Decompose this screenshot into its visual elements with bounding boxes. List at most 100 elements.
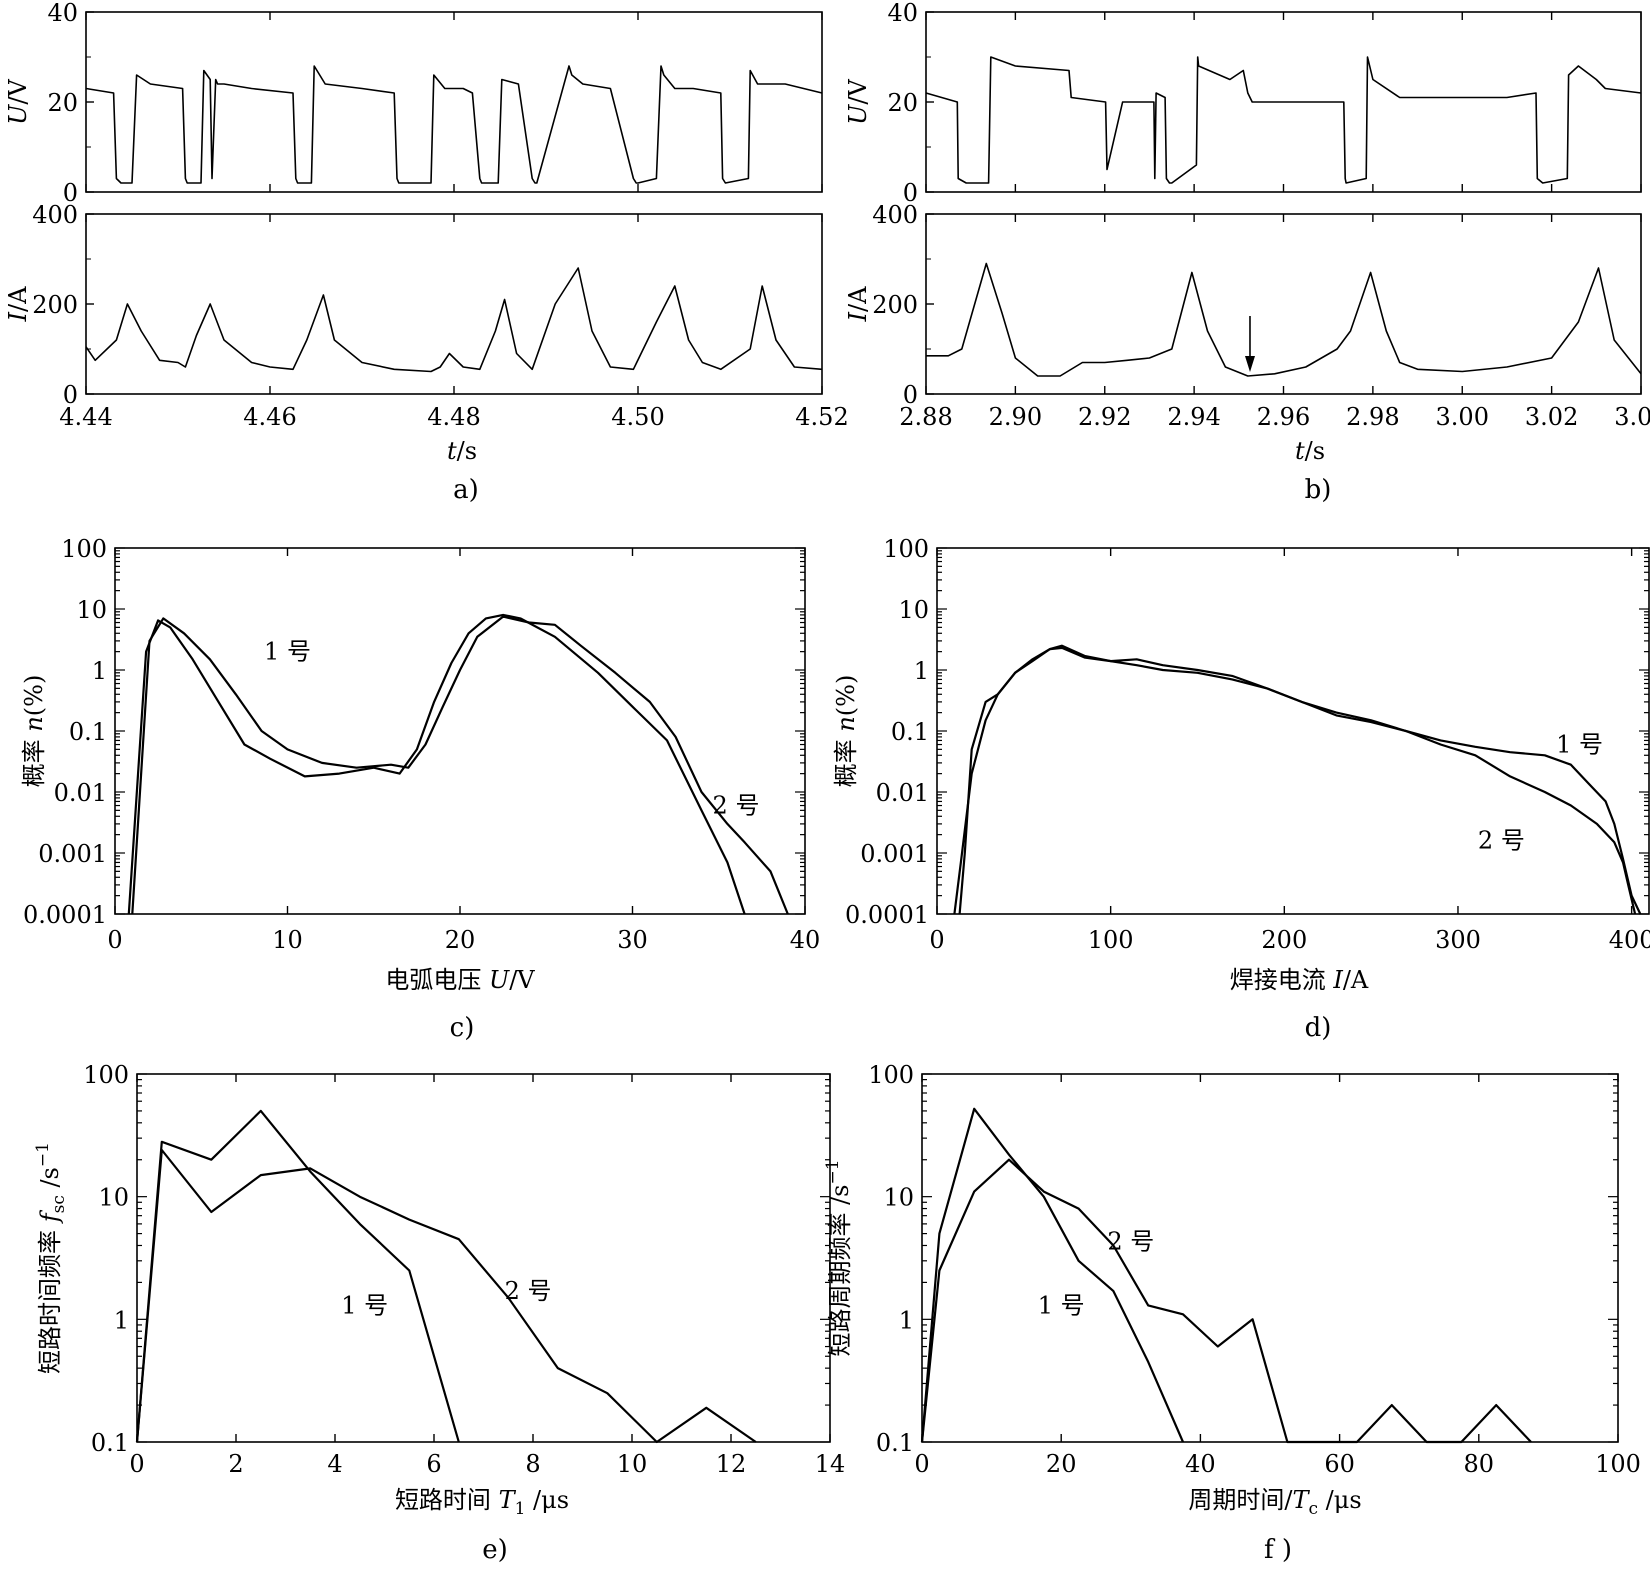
x-tick-label: 30 (617, 926, 648, 954)
y-axis-label: I/A (844, 286, 872, 323)
x-axis-label: t/s (447, 437, 477, 465)
y-axis-label: 概率 n(%) (20, 675, 48, 788)
series-line-f-2 (920, 1158, 1532, 1444)
x-tick-label: 60 (1324, 1450, 1355, 1478)
series-line-c-1 (127, 613, 746, 915)
x-label-text: 周期时间/ (1188, 1486, 1293, 1514)
plot-frame-e (136, 1073, 831, 1443)
plot-frame-d (936, 547, 1650, 915)
y-tick-label: 100 (83, 1061, 129, 1089)
figure-caption: c) (450, 1013, 475, 1043)
y-axis-label: U/V (4, 79, 32, 125)
plot-frame-a-0 (85, 11, 823, 193)
y-tick-label: 0.0001 (845, 901, 929, 929)
y-label-unit: /s (36, 1167, 64, 1195)
series-annotation: 1 号 (264, 638, 311, 666)
y-tick-label: 0.001 (38, 840, 107, 868)
series-line-b-1 (926, 262, 1642, 377)
x-tick-label: 2.96 (1257, 403, 1310, 431)
x-tick-label: 2.94 (1167, 403, 1220, 431)
x-tick-label: 3.04 (1614, 403, 1650, 431)
series-annotation: 2 号 (1478, 827, 1525, 855)
y-label-unit: (%) (832, 675, 860, 717)
plot-frame-c (114, 547, 806, 915)
x-tick-label: 14 (815, 1450, 846, 1478)
x-tick-label: 40 (1185, 1450, 1216, 1478)
x-label-symbol: U (489, 966, 510, 994)
y-label-unit: /A (844, 286, 872, 312)
x-tick-label: 300 (1435, 926, 1481, 954)
y-tick-label: 0 (63, 179, 78, 207)
x-tick-label: 0 (914, 1450, 929, 1478)
series-line-d-1 (958, 644, 1642, 915)
y-tick-label: 10 (98, 1184, 129, 1212)
y-label-subscript: sc (49, 1195, 69, 1213)
plot-frame-b-1 (925, 213, 1642, 395)
plot-frame-f (921, 1073, 1619, 1443)
x-label-symbol: I (1332, 966, 1343, 994)
x-tick-label: 2.90 (989, 403, 1042, 431)
x-label-symbol: t (1295, 437, 1305, 465)
series-line-b-0 (925, 56, 1642, 184)
y-tick-label: 20 (887, 89, 918, 117)
y-axis-label: U/V (844, 79, 872, 125)
y-tick-label: 0 (63, 381, 78, 409)
y-tick-label: 0.1 (876, 1429, 914, 1457)
series-annotation: 1 号 (341, 1291, 388, 1319)
series-line-c-2 (131, 615, 789, 915)
y-tick-label: 0.001 (860, 840, 929, 868)
x-label-unit: /μs (525, 1486, 569, 1514)
x-label-text: 电弧电压 (385, 966, 489, 994)
x-label-unit: /V (509, 966, 535, 994)
x-label-symbol: T (1292, 1486, 1310, 1514)
y-tick-label: 200 (872, 291, 918, 319)
series-line-e-1 (135, 1109, 460, 1443)
x-tick-label: 4.48 (427, 403, 480, 431)
x-tick-label: 3.00 (1436, 403, 1489, 431)
x-tick-label: 100 (1595, 1450, 1641, 1478)
x-tick-label: 40 (790, 926, 821, 954)
y-tick-label: 0.01 (876, 779, 929, 807)
series-line-a-1 (85, 267, 823, 373)
y-axis-label: 短路周期频率 /s−1 (823, 1159, 854, 1356)
y-label-superscript: −1 (823, 1159, 843, 1184)
x-label-subscript: c (1308, 1499, 1318, 1519)
y-label-unit: /A (4, 286, 32, 312)
x-label-unit: /s (1305, 437, 1325, 465)
y-tick-label: 20 (47, 89, 78, 117)
y-tick-label: 0 (903, 179, 918, 207)
x-label-text: 短路时间 (395, 1486, 499, 1514)
y-label-text: 短路时间频率 (36, 1222, 64, 1374)
x-tick-label: 4 (327, 1450, 342, 1478)
y-label-text: 短路周期频率 /s (826, 1185, 854, 1357)
x-tick-label: 2.98 (1346, 403, 1399, 431)
x-axis-label: 电弧电压 U/V (385, 966, 535, 994)
y-label-symbol: n (20, 716, 48, 731)
y-label-symbol: n (832, 716, 860, 731)
x-axis-label: t/s (1295, 437, 1325, 465)
x-tick-label: 4.44 (59, 403, 112, 431)
y-tick-label: 0 (903, 381, 918, 409)
annotation-arrow-head (1244, 356, 1255, 372)
y-tick-label: 200 (32, 291, 78, 319)
figure-caption: b) (1305, 475, 1332, 505)
y-tick-label: 10 (76, 596, 107, 624)
x-tick-label: 20 (1046, 1450, 1077, 1478)
x-label-symbol: t (447, 437, 457, 465)
y-tick-label: 0.1 (69, 718, 107, 746)
y-tick-label: 100 (61, 535, 107, 563)
x-tick-label: 0 (107, 926, 122, 954)
x-axis-label: 短路时间 T1 /μs (395, 1486, 569, 1519)
series-line-f-1 (920, 1107, 1185, 1443)
y-tick-label: 0.0001 (23, 901, 107, 929)
figure-caption: a) (453, 475, 479, 505)
series-annotation: 2 号 (505, 1277, 552, 1305)
x-tick-label: 80 (1464, 1450, 1495, 1478)
y-tick-label: 100 (868, 1061, 914, 1089)
series-annotation: 1 号 (1038, 1291, 1085, 1319)
x-tick-label: 10 (272, 926, 303, 954)
y-tick-label: 10 (883, 1184, 914, 1212)
y-tick-label: 400 (872, 201, 918, 229)
y-tick-label: 0.1 (91, 1429, 129, 1457)
